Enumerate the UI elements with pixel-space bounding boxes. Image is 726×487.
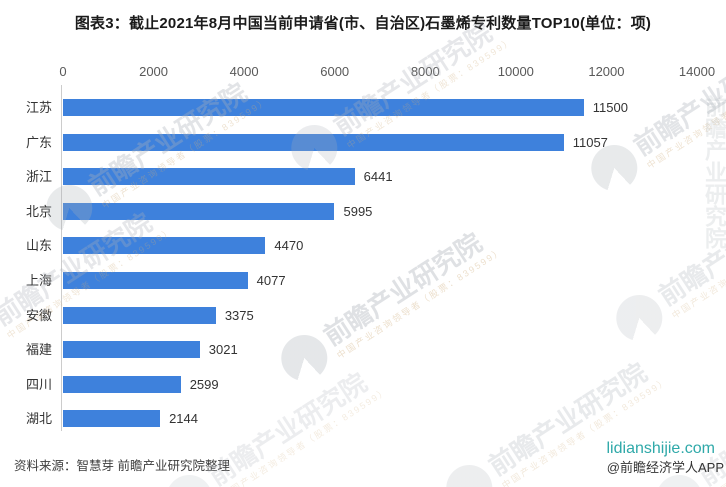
x-axis-tick-label: 8000 (410, 64, 440, 79)
value-label: 5995 (343, 203, 373, 219)
bar-广东 (63, 133, 564, 151)
bar-安徽 (63, 306, 216, 324)
x-axis-tick-label: 12000 (588, 64, 625, 79)
x-axis-tick-label: 6000 (320, 64, 350, 79)
x-axis-tick-label: 14000 (678, 64, 716, 79)
x-axis-tick-label: 4000 (229, 64, 259, 79)
chart-title: 图表3：截止2021年8月中国当前申请省(市、自治区)石墨烯专利数量TOP10(… (74, 15, 652, 32)
value-label: 2599 (189, 376, 219, 392)
bar-山东 (63, 237, 266, 255)
value-label: 11057 (572, 134, 608, 150)
value-label: 11500 (592, 100, 628, 115)
category-label: 浙江 (25, 169, 52, 185)
x-axis-tick-label: 0 (59, 64, 67, 79)
category-label: 上海 (25, 273, 52, 288)
x-axis-tick-label: 2000 (139, 64, 169, 79)
category-label: 湖北 (25, 411, 52, 427)
bar-四川 (63, 375, 181, 393)
bar-江苏 (63, 99, 584, 116)
category-label: 福建 (25, 342, 52, 358)
source-note: 资料来源：智慧芽 前瞻产业研究院整理 (14, 459, 230, 473)
value-label: 4470 (274, 238, 304, 254)
value-label: 3021 (208, 342, 238, 358)
category-label: 广东 (25, 134, 52, 150)
value-label: 2144 (169, 411, 198, 427)
category-label: 山东 (25, 238, 52, 254)
bar-福建 (63, 341, 200, 359)
value-label: 6441 (363, 169, 393, 185)
credit-note: @前瞻经济学人APP (606, 460, 724, 475)
category-label: 安徽 (25, 307, 52, 323)
category-label: 四川 (25, 376, 52, 392)
bar-上海 (63, 272, 248, 289)
bar-浙江 (63, 168, 355, 186)
site-watermark: lidianshijie.com (606, 440, 716, 457)
value-label: 3375 (224, 307, 254, 323)
category-label: 江苏 (25, 100, 52, 115)
y-axis-line (61, 85, 62, 431)
x-axis-tick-label: 10000 (497, 64, 534, 79)
bar-湖北 (63, 410, 161, 428)
value-label: 4077 (256, 273, 286, 288)
category-label: 北京 (25, 203, 52, 219)
bar-北京 (63, 202, 335, 220)
